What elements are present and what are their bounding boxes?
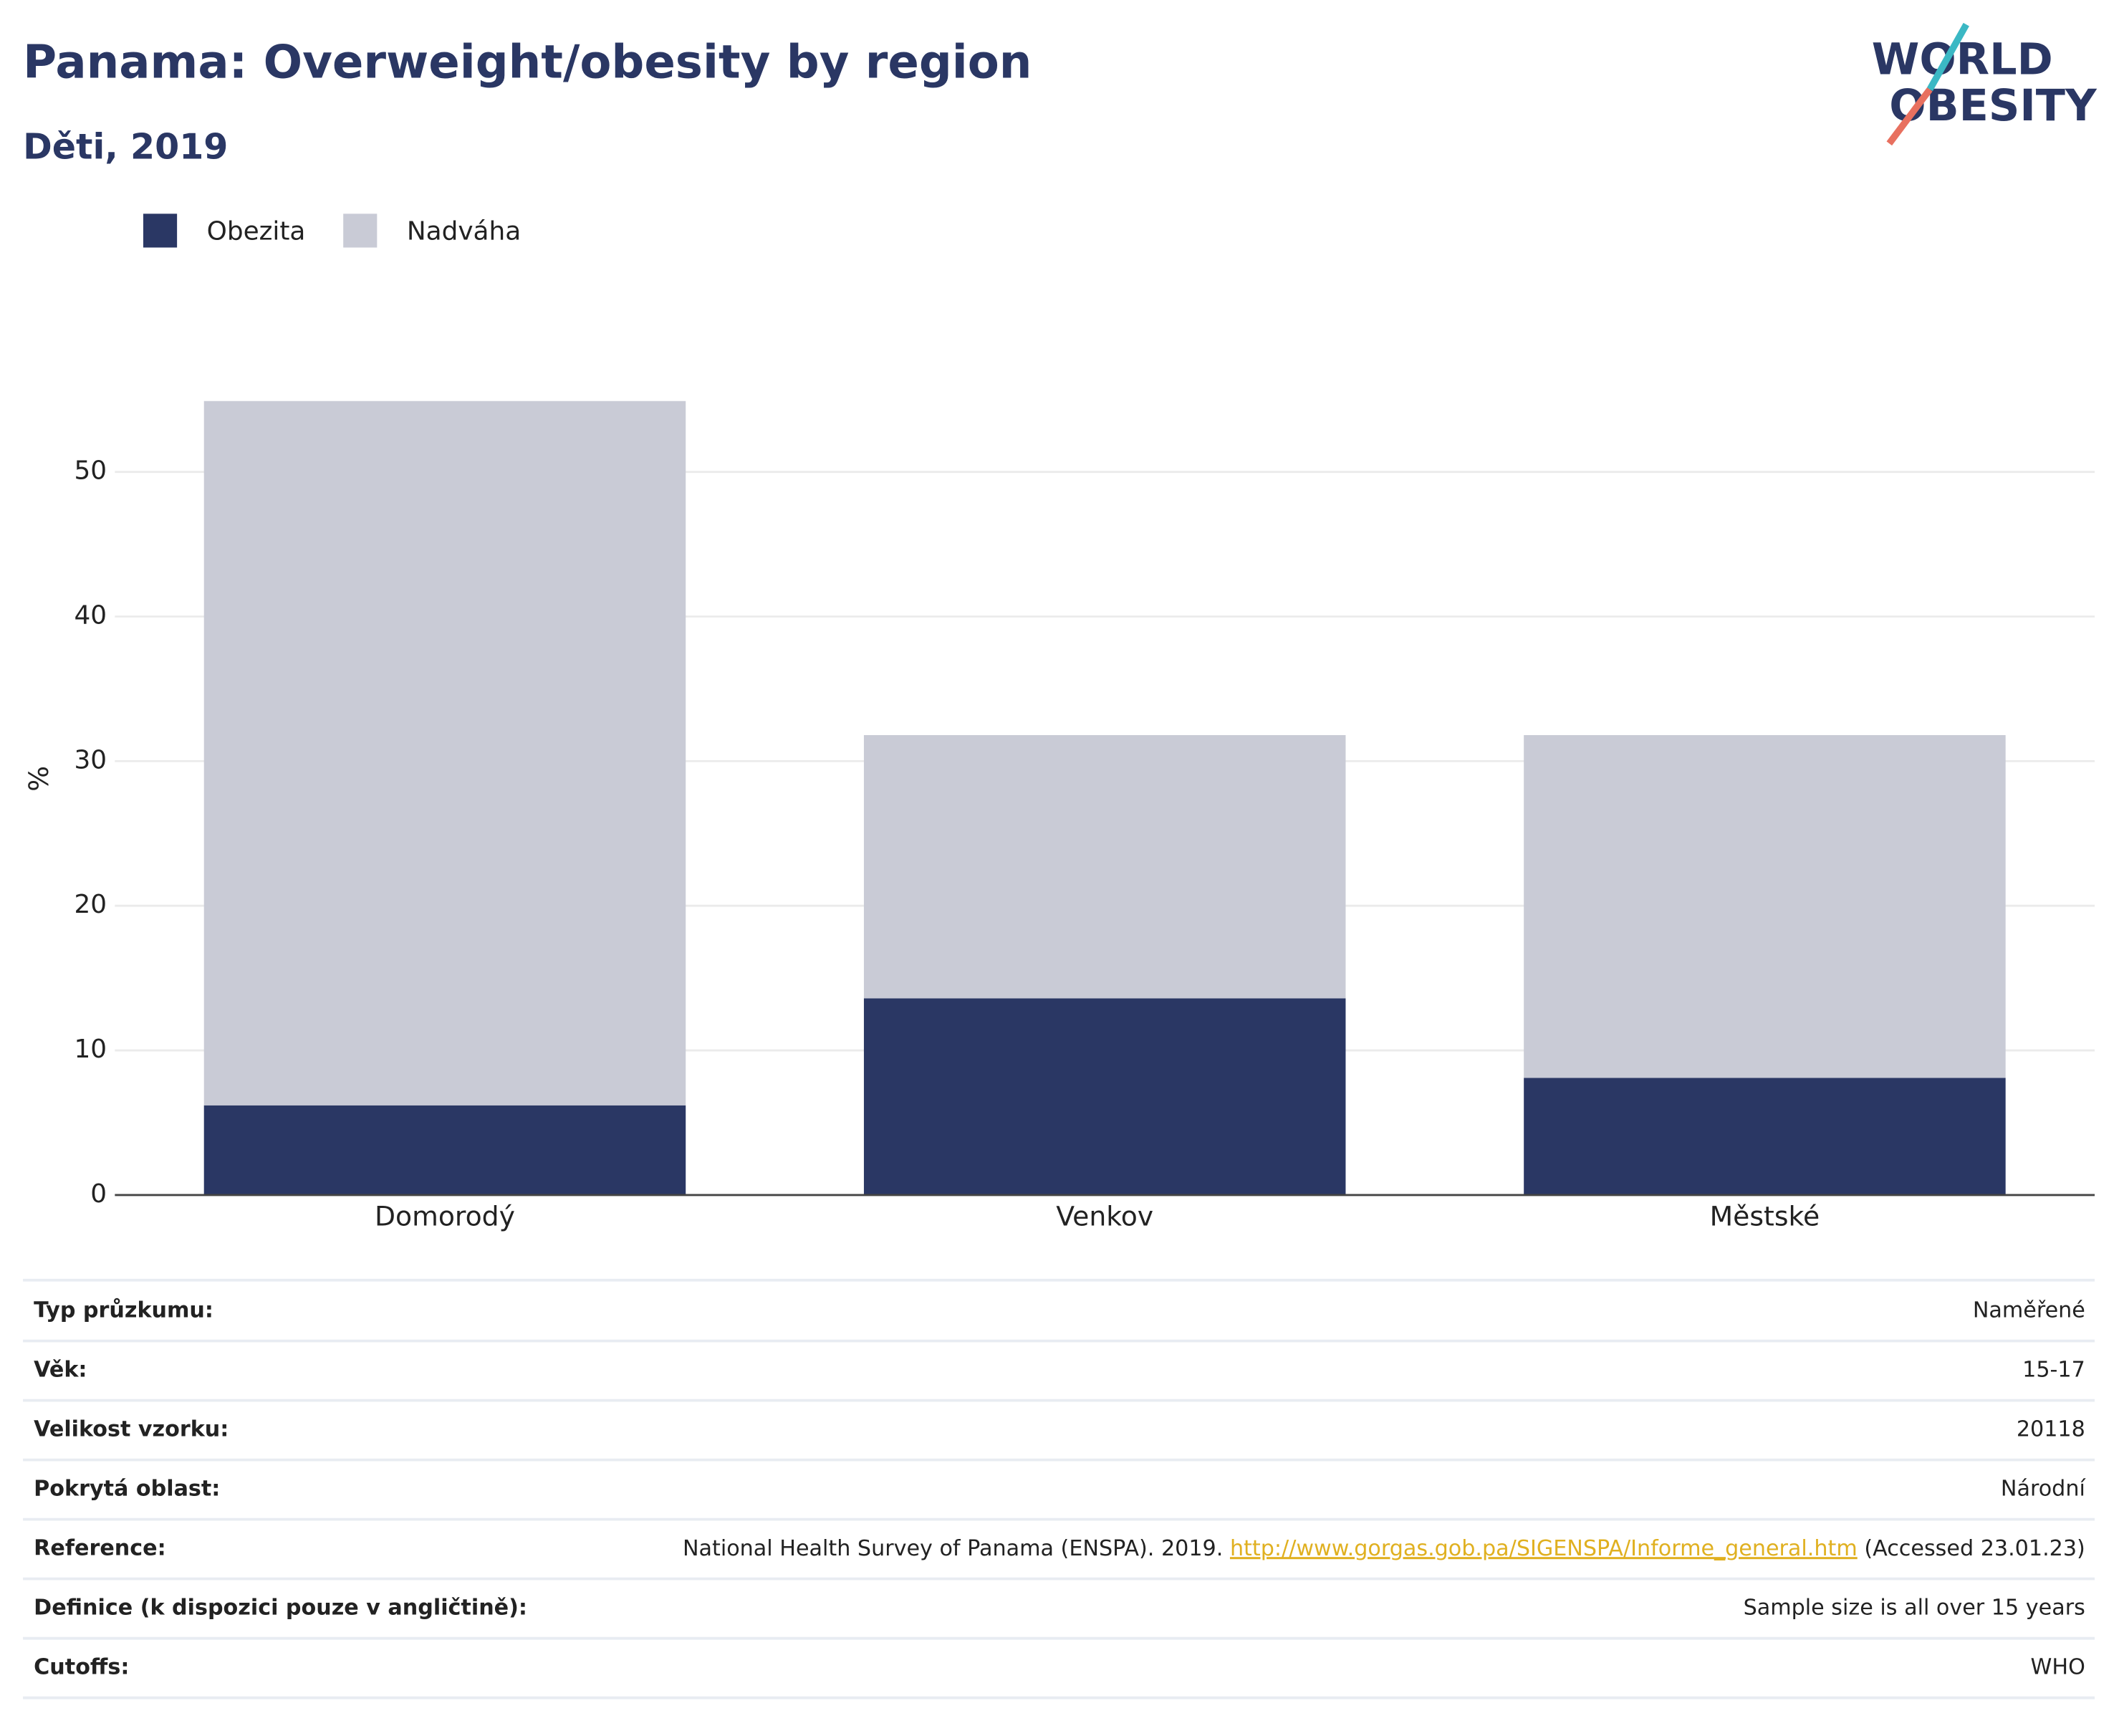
y-tick-label: 40 <box>74 601 107 630</box>
row-label: Cutoffs: <box>34 1655 129 1680</box>
row-label: Velikost vzorku: <box>34 1417 229 1442</box>
row-value: Národní <box>2001 1477 2087 1502</box>
y-tick-label: 20 <box>74 890 107 919</box>
row-label: Typ průzkumu: <box>34 1298 213 1323</box>
logo-text: WORLD <box>1872 35 2053 85</box>
bar-segment <box>863 998 1346 1195</box>
legend-swatch <box>143 214 178 248</box>
row-label: Věk: <box>34 1358 87 1383</box>
logo-stroke <box>1926 22 1969 92</box>
chart-subtitle: Děti, 2019 <box>23 125 228 167</box>
logo-stroke <box>1886 87 1933 146</box>
reference-link[interactable]: http://www.gorgas.gob.pa/SIGENSPA/Inform… <box>1230 1536 1858 1561</box>
logo: WORLD OBESITY <box>1872 22 2098 146</box>
x-tick-label: Městské <box>1710 1200 1820 1232</box>
row-label: Definice (k dispozici pouze v angličtině… <box>34 1596 527 1621</box>
row-value: Naměřené <box>1973 1298 2085 1323</box>
bar-segment <box>1524 735 2006 1078</box>
row-value: 15-17 <box>2022 1358 2085 1383</box>
chart-title: Panama: Overweight/obesity by region <box>23 35 1032 89</box>
y-tick-label: 50 <box>74 456 107 486</box>
y-axis-label: % <box>23 766 54 792</box>
row-label: Reference: <box>34 1536 166 1561</box>
y-tick-label: 30 <box>74 745 107 775</box>
x-tick-label: Venkov <box>1056 1200 1153 1232</box>
bar-segment <box>203 401 686 1106</box>
row-value: National Health Survey of Panama (ENSPA)… <box>683 1536 2085 1561</box>
bar-segment <box>203 1105 686 1195</box>
legend-label: Nadváha <box>407 217 521 246</box>
logo-text: OBESITY <box>1889 81 2098 131</box>
y-tick-label: 0 <box>90 1179 107 1209</box>
legend-label: Obezita <box>207 217 306 246</box>
reference-text: National Health Survey of Panama (ENSPA)… <box>683 1536 1223 1561</box>
row-label: Pokrytá oblast: <box>34 1477 220 1502</box>
row-value: WHO <box>2031 1655 2085 1680</box>
bar-segment <box>863 735 1346 999</box>
row-value: Sample size is all over 15 years <box>1744 1596 2085 1621</box>
legend-swatch <box>343 214 378 248</box>
row-value: 20118 <box>2017 1417 2085 1442</box>
x-tick-label: Domorodý <box>375 1200 515 1232</box>
reference-suffix: (Accessed 23.01.23) <box>1864 1536 2085 1561</box>
bar-segment <box>1524 1078 2006 1195</box>
y-tick-label: 10 <box>74 1035 107 1064</box>
